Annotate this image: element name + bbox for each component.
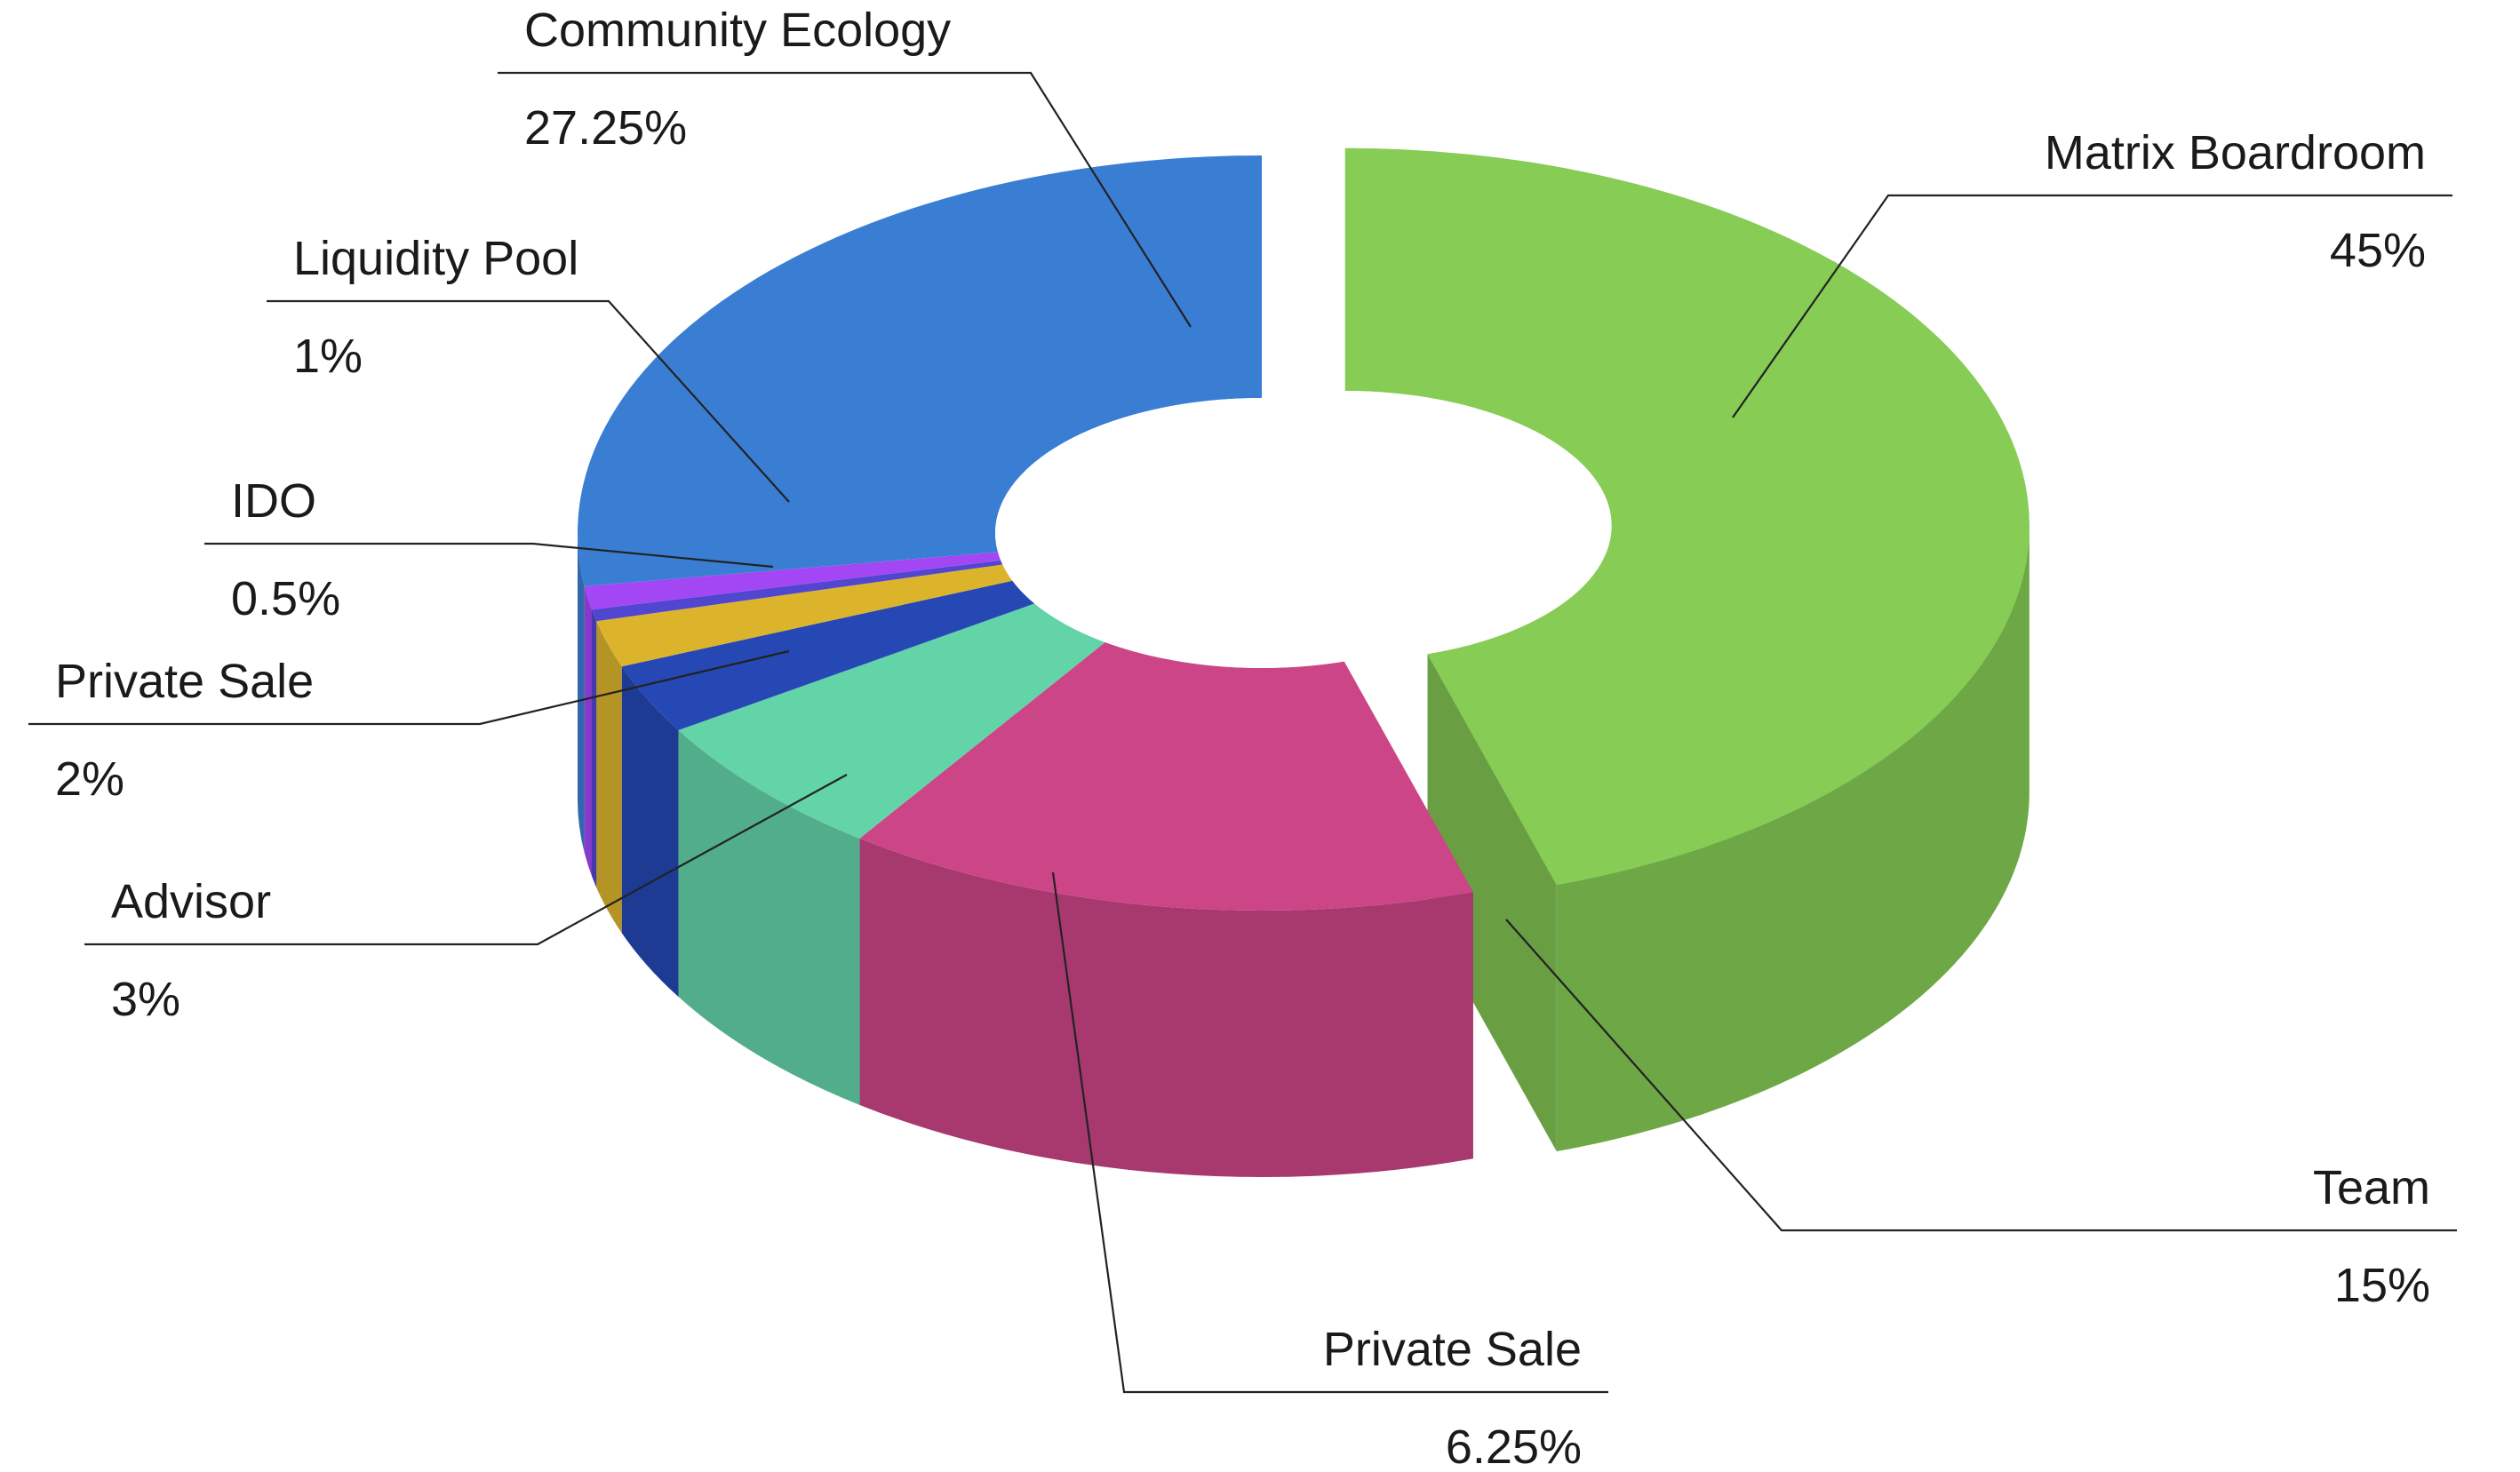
leader-lines xyxy=(28,71,2457,1394)
leader-line xyxy=(84,774,848,946)
donut-hole xyxy=(995,398,1528,668)
slice-outer-wall xyxy=(578,533,585,853)
slice-side-walls xyxy=(578,525,2030,1177)
leader-line xyxy=(498,71,1192,328)
slice-top xyxy=(577,155,1262,586)
slice-value-label: 45% xyxy=(2330,224,2426,277)
slice-value-label: 2% xyxy=(55,752,124,806)
leader-line xyxy=(1505,919,2457,1232)
slice-top xyxy=(591,560,1003,622)
leader-line xyxy=(267,299,790,503)
leader-line xyxy=(1732,194,2452,418)
slice-outer-wall xyxy=(584,585,592,877)
slice-label: Matrix Boardroom xyxy=(2045,126,2426,179)
slice-value-label: 0.5% xyxy=(231,572,340,625)
slice-label: Private Sale xyxy=(1323,1323,1582,1376)
leader-line xyxy=(28,649,790,726)
slice-outer-wall xyxy=(678,730,860,1105)
slice-value-label: 27.25% xyxy=(524,101,687,155)
slice-value-label: 15% xyxy=(2334,1259,2430,1312)
slice-outer-wall xyxy=(596,621,622,934)
slice-outer-wall xyxy=(621,666,679,998)
slice-value-label: 3% xyxy=(111,973,180,1026)
slice-outer-wall xyxy=(1556,525,2030,1152)
slice-value-label: 6.25% xyxy=(1446,1420,1582,1468)
slice-label: Community Ecology xyxy=(524,4,951,57)
slice-outer-wall xyxy=(591,609,597,888)
slice-top xyxy=(584,552,1001,610)
slice-outer-wall xyxy=(859,838,1473,1177)
slice-label: IDO xyxy=(231,474,316,528)
slice-top xyxy=(859,641,1473,911)
slice-top xyxy=(621,580,1035,731)
slice-value-label: 1% xyxy=(293,330,363,383)
slice-end-face xyxy=(1427,654,1557,1152)
slice-top-faces xyxy=(577,147,2030,911)
slice-top xyxy=(596,564,1013,667)
leader-line xyxy=(204,542,774,569)
slice-labels: Matrix Boardroom 45% Team 15% Private Sale 6.… xyxy=(55,4,2430,1472)
slice-label: Advisor xyxy=(111,875,271,928)
slice-label: Private Sale xyxy=(55,655,314,708)
slice-label: Team xyxy=(2313,1161,2430,1214)
leader-line xyxy=(1051,871,1608,1394)
slice-top-exploded xyxy=(1344,147,2030,886)
slice-top xyxy=(678,603,1105,839)
slice-label: Liquidity Pool xyxy=(293,232,578,285)
